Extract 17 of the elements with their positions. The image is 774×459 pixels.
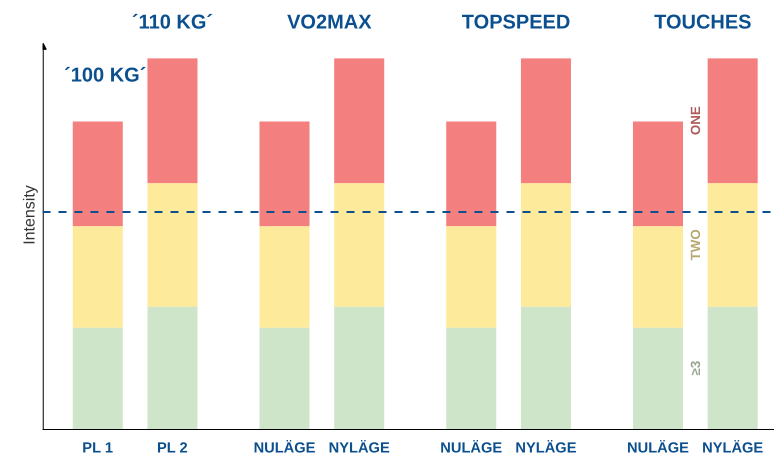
- annotation: ´100 KG´: [64, 64, 146, 86]
- text: ≥3: [688, 360, 703, 376]
- x-tick-label: NULÄGE: [440, 440, 502, 456]
- text: VO2MAX: [287, 11, 372, 34]
- x-tick-label: NYLÄGE: [702, 440, 764, 456]
- x-tick-label: PL 1: [82, 440, 113, 456]
- y-axis-title: Intensity: [22, 185, 38, 245]
- text: TOPSPEED: [462, 11, 570, 34]
- x-tick-label: NYLÄGE: [515, 440, 577, 456]
- text: ONE: [688, 106, 703, 136]
- text: TWO: [688, 229, 703, 260]
- text: ´110 KG´: [132, 11, 214, 34]
- x-tick-label: NULÄGE: [254, 440, 316, 456]
- x-tick-label: NYLÄGE: [328, 440, 390, 456]
- text: TOUCHES: [654, 11, 752, 34]
- x-tick-label: NULÄGE: [627, 440, 690, 456]
- x-tick-label: PL 2: [156, 440, 188, 456]
